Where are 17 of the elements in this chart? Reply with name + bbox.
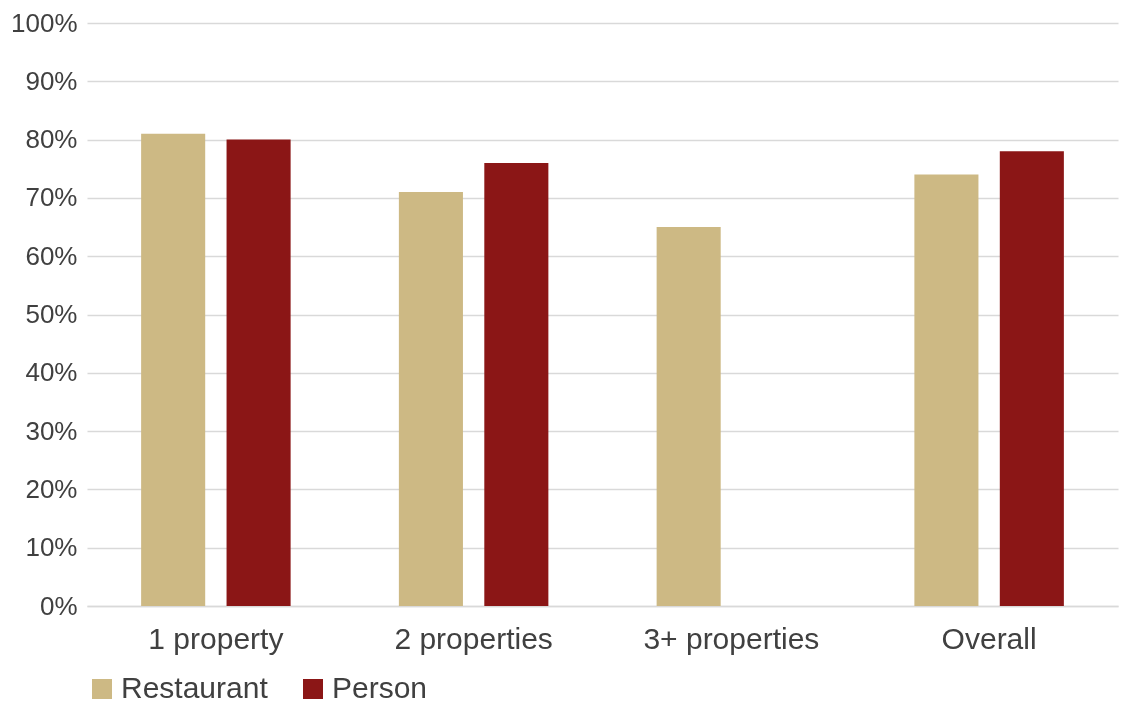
y-tick-label: 100% <box>11 7 78 38</box>
y-tick-label: 10% <box>25 532 78 563</box>
x-tick-label: 1 property <box>148 621 284 655</box>
y-tick-label: 50% <box>25 299 78 329</box>
legend-label: Restaurant <box>121 671 269 704</box>
x-tick-label: 2 properties <box>394 621 553 655</box>
y-tick-label: 90% <box>25 65 78 96</box>
y-tick-label: 70% <box>25 182 78 213</box>
x-tick-label: 3+ properties <box>643 621 820 655</box>
y-tick-label: 40% <box>25 357 78 388</box>
y-tick-label: 0% <box>39 590 78 621</box>
legend-label: Person <box>332 671 428 704</box>
y-tick-label: 60% <box>25 240 78 271</box>
x-tick-label: Overall <box>941 621 1037 655</box>
y-tick-label: 30% <box>25 415 78 446</box>
y-tick-label: 20% <box>25 473 78 504</box>
y-tick-label: 80% <box>25 124 78 155</box>
